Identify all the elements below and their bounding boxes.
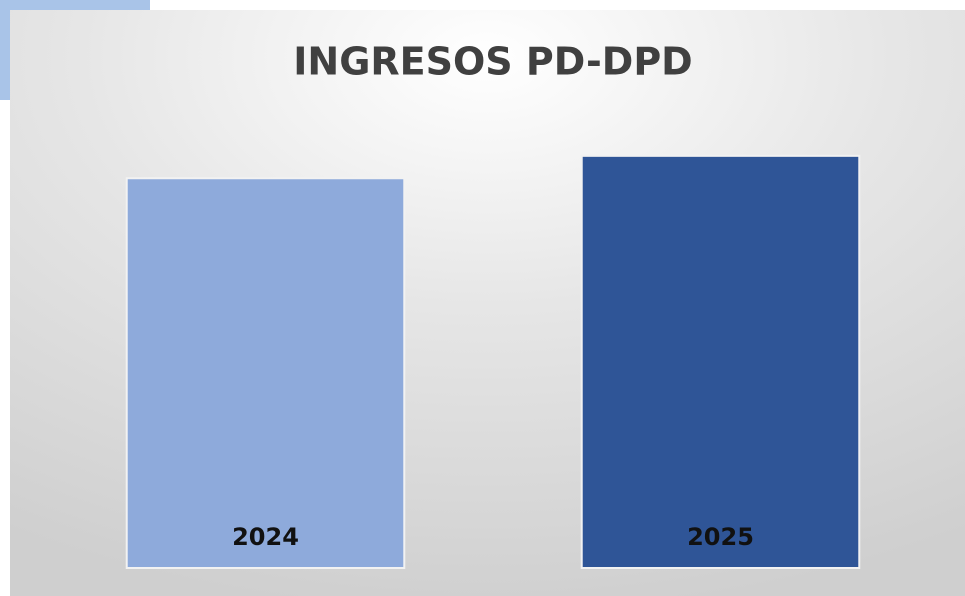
x-tick-label: 2024	[232, 523, 299, 551]
x-tick-label: 2025	[687, 523, 754, 551]
chart-title: INGRESOS PD-DPD	[293, 40, 692, 84]
bar	[125, 177, 406, 570]
bar	[580, 154, 861, 569]
